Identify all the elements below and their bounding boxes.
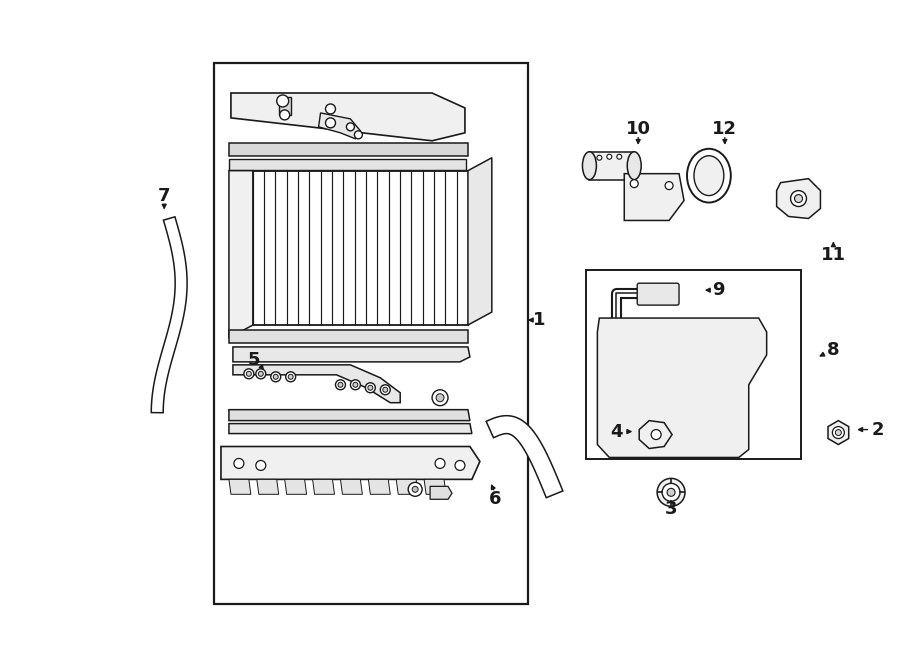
Circle shape	[350, 380, 360, 390]
Polygon shape	[598, 318, 767, 457]
Circle shape	[382, 387, 388, 392]
Circle shape	[665, 182, 673, 190]
Ellipse shape	[582, 152, 597, 180]
Circle shape	[280, 110, 290, 120]
Circle shape	[607, 154, 612, 159]
Circle shape	[285, 372, 296, 382]
Polygon shape	[229, 424, 472, 434]
Circle shape	[346, 123, 355, 131]
Polygon shape	[229, 330, 468, 343]
Polygon shape	[777, 178, 821, 219]
Text: 9: 9	[713, 281, 725, 299]
Circle shape	[256, 369, 266, 379]
Circle shape	[667, 488, 675, 496]
Polygon shape	[229, 171, 253, 338]
Bar	[587, 270, 800, 459]
Polygon shape	[229, 159, 466, 170]
Ellipse shape	[694, 156, 724, 196]
Polygon shape	[221, 447, 480, 479]
Circle shape	[326, 118, 336, 128]
Text: 5: 5	[248, 351, 260, 369]
Polygon shape	[284, 479, 307, 494]
Circle shape	[630, 180, 638, 188]
Circle shape	[832, 426, 844, 438]
Polygon shape	[430, 486, 452, 499]
Polygon shape	[233, 347, 470, 362]
Circle shape	[652, 430, 662, 440]
Circle shape	[271, 372, 281, 382]
Circle shape	[353, 382, 358, 387]
Text: 12: 12	[712, 120, 737, 138]
Text: 1: 1	[534, 311, 546, 329]
Circle shape	[368, 385, 373, 390]
Circle shape	[365, 383, 375, 393]
Circle shape	[288, 374, 293, 379]
Circle shape	[412, 486, 418, 492]
Circle shape	[436, 394, 444, 402]
Circle shape	[790, 190, 806, 206]
Circle shape	[244, 369, 254, 379]
Ellipse shape	[687, 149, 731, 202]
Polygon shape	[319, 113, 360, 139]
Text: 6: 6	[489, 490, 501, 508]
Text: 4: 4	[610, 422, 623, 441]
Polygon shape	[229, 479, 251, 494]
Polygon shape	[368, 479, 391, 494]
Ellipse shape	[627, 152, 641, 180]
Bar	[214, 63, 527, 604]
Circle shape	[662, 483, 680, 501]
Circle shape	[256, 461, 266, 471]
Circle shape	[432, 390, 448, 406]
Circle shape	[326, 104, 336, 114]
Circle shape	[616, 154, 622, 159]
Circle shape	[355, 131, 363, 139]
FancyBboxPatch shape	[637, 283, 679, 305]
Text: 8: 8	[827, 341, 840, 359]
Circle shape	[336, 380, 346, 390]
Circle shape	[258, 371, 264, 376]
Circle shape	[835, 430, 842, 436]
Polygon shape	[231, 93, 465, 141]
Text: 11: 11	[821, 247, 846, 264]
Polygon shape	[151, 217, 187, 412]
Text: 7: 7	[158, 186, 170, 204]
Polygon shape	[340, 479, 363, 494]
Polygon shape	[486, 416, 562, 498]
Polygon shape	[468, 158, 491, 325]
Polygon shape	[424, 479, 446, 494]
Polygon shape	[312, 479, 335, 494]
Circle shape	[597, 155, 602, 160]
Circle shape	[455, 461, 465, 471]
Circle shape	[409, 483, 422, 496]
Polygon shape	[625, 174, 684, 221]
Circle shape	[435, 459, 445, 469]
Polygon shape	[229, 143, 468, 156]
Circle shape	[338, 382, 343, 387]
Polygon shape	[590, 152, 634, 180]
Circle shape	[234, 459, 244, 469]
Polygon shape	[229, 410, 470, 420]
Polygon shape	[396, 479, 418, 494]
Circle shape	[657, 479, 685, 506]
Circle shape	[247, 371, 251, 376]
Polygon shape	[828, 420, 849, 444]
Circle shape	[274, 374, 278, 379]
Text: 3: 3	[665, 500, 678, 518]
Circle shape	[276, 95, 289, 107]
Text: 2: 2	[872, 420, 885, 439]
Circle shape	[795, 194, 803, 202]
Polygon shape	[256, 479, 279, 494]
Polygon shape	[233, 365, 400, 403]
Text: 10: 10	[626, 120, 651, 138]
Bar	[279, 97, 291, 115]
Polygon shape	[639, 420, 672, 449]
Circle shape	[381, 385, 391, 395]
